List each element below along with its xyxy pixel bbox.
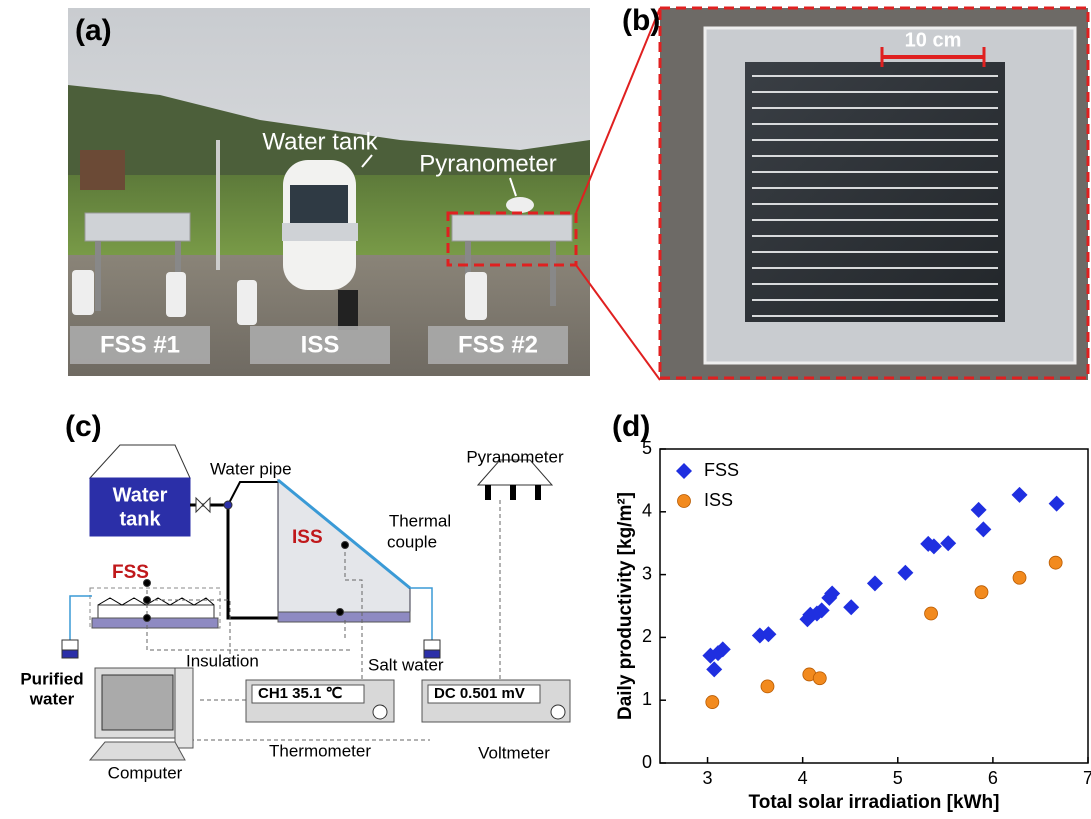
diagram-label: couple <box>387 532 437 551</box>
point <box>867 575 883 591</box>
panel-label: (a) <box>75 14 112 47</box>
x-tick-label: 4 <box>798 768 808 788</box>
point <box>706 661 722 677</box>
diagram-label: Salt water <box>368 655 444 674</box>
scale-label: 10 cm <box>905 29 962 51</box>
y-tick-label: 3 <box>642 563 652 583</box>
x-tick-label: 6 <box>988 768 998 788</box>
point <box>761 680 774 693</box>
legend-marker <box>678 495 691 508</box>
point <box>975 521 991 537</box>
tag: ISS <box>301 331 340 358</box>
y-tick-label: 5 <box>642 438 652 458</box>
diagram-label: Pyranometer <box>466 447 564 466</box>
panel-label: (c) <box>65 410 102 443</box>
x-tick-label: 3 <box>703 768 713 788</box>
y-tick-label: 2 <box>642 626 652 646</box>
diagram-label: water <box>29 689 75 708</box>
panel-label: (b) <box>622 4 660 37</box>
diagram-label: Computer <box>108 763 183 782</box>
point <box>975 586 988 599</box>
point <box>971 502 987 518</box>
tag: FSS #1 <box>100 331 180 358</box>
diagram-label: Water <box>113 484 168 506</box>
point <box>1013 571 1026 584</box>
y-axis-label: Daily productivity [kg/m²] <box>615 492 636 720</box>
chart: 3 4 5 6 7 0 1 2 3 4 5 Total solar irradiation [kWh]… <box>615 438 1091 813</box>
point <box>925 607 938 620</box>
point <box>706 696 719 709</box>
point <box>940 535 956 551</box>
y-tick-label: 0 <box>642 752 652 772</box>
y-tick-label: 4 <box>642 501 652 521</box>
tag: FSS #2 <box>458 331 538 358</box>
point <box>843 599 859 615</box>
point <box>897 565 913 581</box>
diagram-label: ISS <box>292 527 323 548</box>
legend-label: FSS <box>704 460 739 480</box>
diagram-label: Thermal <box>389 511 451 530</box>
photo-b <box>660 8 1088 380</box>
point <box>1049 496 1065 512</box>
display-text: CH1 35.1 ℃ <box>258 685 343 702</box>
annotation: Water tank <box>262 128 378 155</box>
y-tick-label: 1 <box>642 689 652 709</box>
point <box>813 672 826 685</box>
figure: (a) Water tank Pyranometer FSS #1 ISS FS… <box>0 0 1091 819</box>
photo-a <box>68 8 660 380</box>
point <box>1049 556 1062 569</box>
diagram-label: tank <box>119 508 161 530</box>
legend-label: ISS <box>704 490 733 510</box>
diagram-label: FSS <box>112 562 149 583</box>
point <box>1012 487 1028 503</box>
diagram-label: Thermometer <box>269 741 371 760</box>
annotation: Pyranometer <box>419 150 556 177</box>
x-tick-label: 7 <box>1083 768 1091 788</box>
x-tick-label: 5 <box>893 768 903 788</box>
diagram-label: Insulation <box>186 651 259 670</box>
x-axis-label: Total solar irradiation [kWh] <box>749 792 1000 813</box>
diagram-label: Voltmeter <box>478 743 550 762</box>
diagram-label: Purified <box>20 669 83 688</box>
display-text: DC 0.501 mV <box>434 685 525 702</box>
diagram-label: Water pipe <box>210 459 292 478</box>
legend-marker <box>676 463 692 479</box>
